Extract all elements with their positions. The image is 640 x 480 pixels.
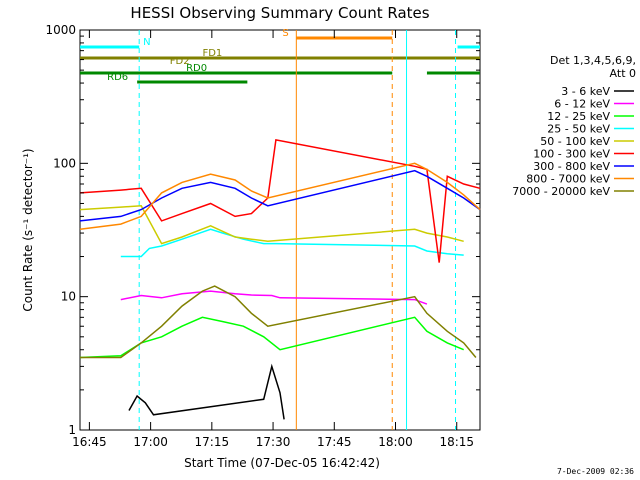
legend-entry-label: 800 - 7000 keV	[526, 173, 610, 186]
legend-entry-label: 6 - 12 keV	[554, 98, 610, 111]
flag-label-rd6: RD6	[107, 72, 128, 83]
y-axis: 1 10 100 1000	[45, 23, 480, 437]
series-lines	[79, 139, 481, 420]
x-axis: 16:45 17:00 17:15 17:30 17:45 18:00 18:15	[72, 30, 474, 449]
legend-entry-label: 300 - 800 keV	[533, 160, 610, 173]
legend-entry-label: 12 - 25 keV	[547, 110, 610, 123]
vertical-markers	[138, 30, 457, 430]
y-tick-label: 1000	[45, 23, 76, 37]
x-tick-label: 17:45	[317, 435, 352, 449]
series-line-6-12-kev	[120, 290, 428, 305]
series-line-7000-20000-kev	[80, 285, 477, 359]
plot-frame	[79, 29, 481, 431]
series-line-12-25-kev	[79, 316, 464, 359]
y-axis-label: Count Rate (s⁻¹ detector⁻¹)	[21, 148, 35, 311]
flag-label-n: N	[143, 37, 150, 48]
y-tick-label: 100	[53, 156, 76, 170]
y-tick-label: 10	[61, 290, 76, 304]
legend-title-line: Det 1,3,4,5,6,9,	[550, 54, 636, 67]
x-axis-label: Start Time (07-Dec-05 16:42:42)	[184, 456, 380, 470]
legend-entry-label: 25 - 50 keV	[547, 123, 610, 136]
render-timestamp: 7-Dec-2009 02:36	[556, 467, 634, 476]
series-line-800-7000-kev	[79, 162, 481, 231]
x-tick-label: 16:45	[72, 435, 107, 449]
flag-label-fd1: FD1	[202, 48, 222, 59]
x-tick-label: 17:30	[256, 435, 291, 449]
flag-label-s: S	[282, 28, 288, 39]
x-tick-label: 18:00	[378, 435, 413, 449]
flag-label-fd2: FD2	[170, 56, 190, 67]
legend-entry-label: 7000 - 20000 keV	[512, 185, 610, 198]
series-line-25-50-kev	[120, 228, 464, 258]
series-line-300-800-kev	[79, 169, 481, 222]
legend-title-line: Att 0	[610, 67, 636, 80]
legend-entry-label: 100 - 300 keV	[533, 148, 610, 161]
flag-label-rd0: RD0	[186, 63, 207, 74]
x-tick-label: 18:15	[439, 435, 474, 449]
chart-title: HESSI Observing Summary Count Rates	[130, 4, 429, 22]
y-tick-label: 1	[68, 423, 76, 437]
legend-entry-label: 3 - 6 keV	[561, 85, 610, 98]
legend-entry-label: 50 - 100 keV	[540, 135, 610, 148]
x-tick-label: 17:15	[195, 435, 230, 449]
x-tick-label: 17:00	[133, 435, 168, 449]
series-line-3-6-kev	[128, 363, 285, 420]
series-line-50-100-kev	[79, 205, 464, 245]
